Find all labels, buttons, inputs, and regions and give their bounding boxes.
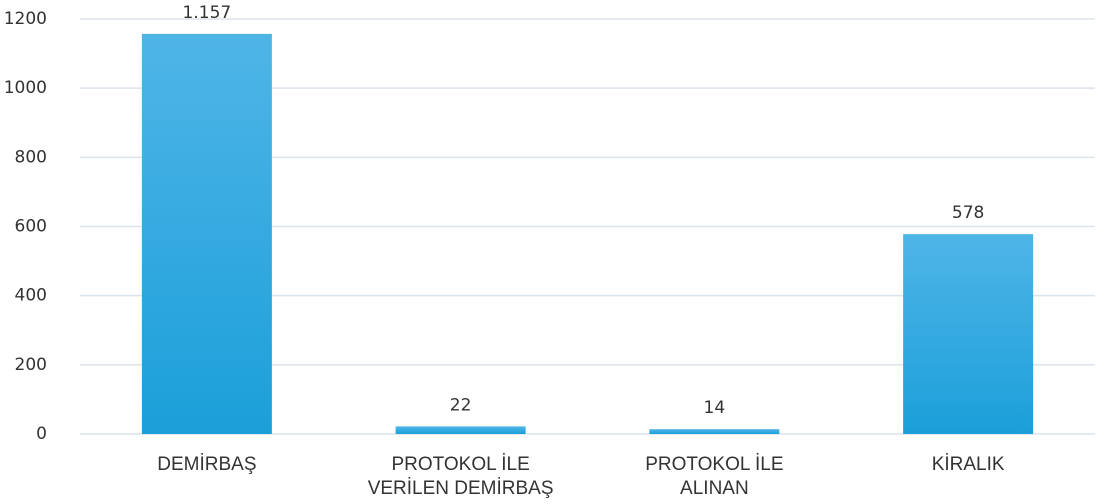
bar [649, 429, 780, 434]
data-label: 22 [450, 395, 472, 415]
y-tick-label: 1000 [4, 78, 47, 98]
x-tick-label: PROTOKOL İLE VERİLEN DEMİRBAŞ [367, 454, 554, 499]
bar [395, 426, 526, 434]
data-label: 1.157 [183, 3, 232, 23]
data-label: 578 [952, 203, 984, 223]
y-tick-label: 800 [15, 147, 47, 167]
y-tick-label: 400 [15, 286, 47, 306]
bar [141, 33, 272, 434]
y-tick-label: 200 [15, 355, 47, 375]
y-tick-label: 1200 [4, 9, 47, 29]
y-tick-label: 600 [15, 217, 47, 237]
x-tick-label: DEMİRBAŞ [157, 454, 257, 475]
x-tick-label: KİRALIK [931, 454, 1005, 475]
y-tick-label: 0 [36, 424, 47, 444]
bar [903, 234, 1034, 434]
data-label: 14 [704, 398, 726, 418]
x-tick-label: PROTOKOL İLE ALINAN [645, 454, 784, 499]
